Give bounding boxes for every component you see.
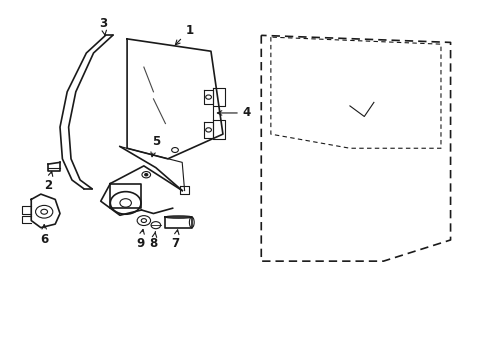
Text: 7: 7 bbox=[171, 230, 179, 250]
Text: 4: 4 bbox=[217, 107, 250, 120]
Circle shape bbox=[144, 174, 147, 176]
Text: 3: 3 bbox=[99, 17, 107, 35]
Text: 2: 2 bbox=[44, 171, 53, 192]
Text: 5: 5 bbox=[151, 135, 160, 157]
Text: 6: 6 bbox=[40, 225, 48, 247]
Text: 9: 9 bbox=[136, 229, 144, 250]
Text: 8: 8 bbox=[149, 231, 157, 250]
Text: 1: 1 bbox=[175, 23, 193, 45]
